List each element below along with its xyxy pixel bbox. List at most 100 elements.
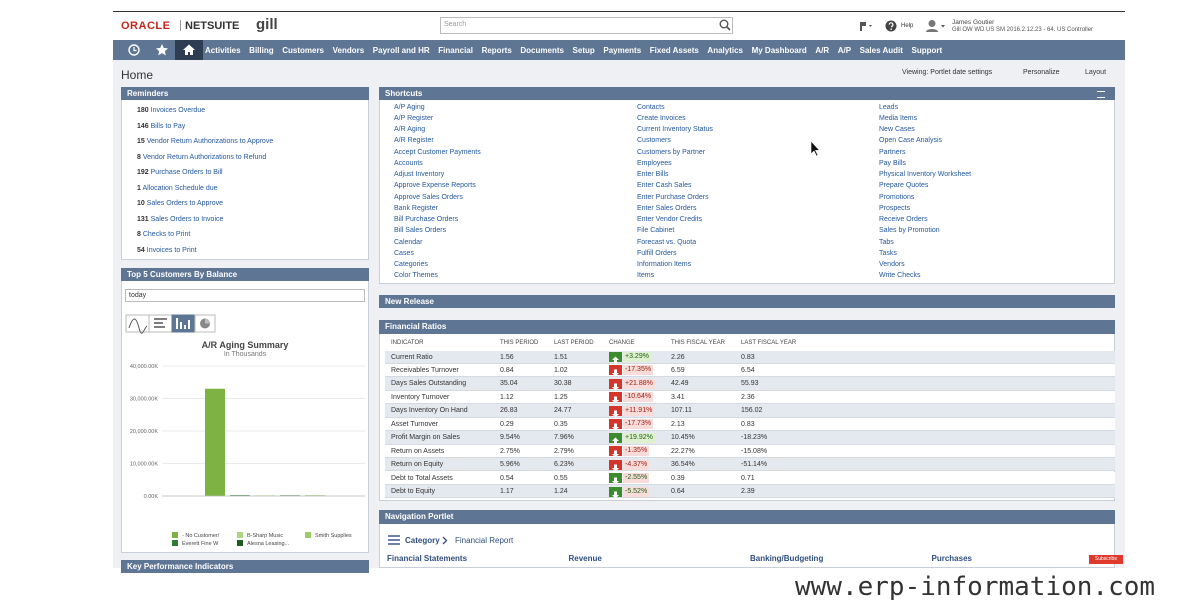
shortcut-link[interactable]: A/P Aging <box>394 103 425 111</box>
reminder-item[interactable]: 8 Vendor Return Authorizations to Refund <box>137 154 266 161</box>
reminders-header: Reminders <box>121 87 369 100</box>
reminder-item[interactable]: 131 Sales Orders to Invoice <box>137 216 223 223</box>
shortcut-link[interactable]: Customers <box>637 137 671 145</box>
shortcut-link[interactable]: Prospects <box>879 204 911 212</box>
reminder-item[interactable]: 192 Purchase Orders to Bill <box>137 169 223 176</box>
nav-item[interactable]: My Dashboard <box>751 45 807 55</box>
nav-item[interactable]: Sales Audit <box>859 45 903 55</box>
shortcut-link[interactable]: Tasks <box>879 249 897 257</box>
shortcut-link[interactable]: Items <box>637 272 655 280</box>
reminder-item[interactable]: 54 Invoices to Print <box>137 247 197 254</box>
shortcut-link[interactable]: A/R Register <box>394 137 434 145</box>
reminder-label: Purchase Orders to Bill <box>150 169 223 176</box>
shortcut-link[interactable]: Bank Register <box>394 204 438 212</box>
shortcut-link[interactable]: Current Inventory Status <box>637 126 713 133</box>
nav-item[interactable]: Financial <box>438 45 473 55</box>
viewing-menu[interactable]: Viewing: Portlet date settings <box>902 69 993 76</box>
shortcut-link[interactable]: New Cases <box>879 126 915 133</box>
shortcut-link[interactable]: Leads <box>879 103 899 111</box>
shortcut-link[interactable]: Customers by Partner <box>637 148 706 156</box>
shortcut-link[interactable]: Approve Sales Orders <box>394 193 463 201</box>
help-icon[interactable] <box>885 20 897 32</box>
shortcut-link[interactable]: Cases <box>394 249 414 257</box>
nav-item[interactable]: A/R <box>815 45 830 55</box>
shortcut-link[interactable]: Accounts <box>394 159 423 167</box>
nav-item[interactable]: Setup <box>572 45 595 55</box>
nav-item[interactable]: Vendors <box>332 45 365 55</box>
shortcut-link[interactable]: Prepare Quotes <box>879 182 929 190</box>
shortcut-link[interactable]: Enter Sales Orders <box>637 204 697 212</box>
shortcut-link[interactable]: Color Themes <box>394 272 438 280</box>
nav-item[interactable]: Payroll and HR <box>372 45 430 55</box>
nav-portlet-column[interactable]: Financial Statements <box>387 554 468 563</box>
shortcut-link[interactable]: Write Checks <box>879 272 921 280</box>
shortcut-link[interactable]: Partners <box>879 148 906 156</box>
shortcut-link[interactable]: Open Case Analysis <box>879 137 943 145</box>
shortcut-link[interactable]: Promotions <box>879 193 915 201</box>
shortcut-link[interactable]: Receive Orders <box>879 216 928 223</box>
nav-portlet-column[interactable]: Purchases <box>931 554 972 563</box>
shortcut-link[interactable]: Tabs <box>879 238 894 246</box>
shortcut-link[interactable]: Bill Sales Orders <box>394 227 447 235</box>
change-value: +19.92% <box>623 432 655 443</box>
search-box[interactable] <box>440 17 733 34</box>
ratio-cell: -18.23% <box>741 434 768 442</box>
shortcut-link[interactable]: A/P Register <box>394 114 434 122</box>
reminder-item[interactable]: 1 Allocation Schedule due <box>137 185 218 192</box>
shortcut-link[interactable]: Employees <box>637 159 672 167</box>
shortcut-link[interactable]: File Cabinet <box>637 227 675 235</box>
nav-item[interactable]: Reports <box>481 45 512 55</box>
nav-item[interactable]: Documents <box>520 45 564 55</box>
shortcut-link[interactable]: Categories <box>394 261 428 268</box>
shortcut-link[interactable]: Sales by Promotion <box>879 227 940 235</box>
shortcut-link[interactable]: Fulfill Orders <box>637 249 677 257</box>
shortcut-link[interactable]: Information Items <box>637 261 692 268</box>
nav-item[interactable]: Fixed Assets <box>649 45 699 55</box>
personalize-menu[interactable]: Personalize <box>1023 69 1060 76</box>
ratio-cell: 0.83 <box>741 420 755 428</box>
shortcut-link[interactable]: Calendar <box>394 238 423 246</box>
period-select[interactable] <box>125 289 365 302</box>
shortcut-link[interactable]: Media Items <box>879 114 918 122</box>
nav-item[interactable]: Payments <box>603 45 642 55</box>
nav-portlet-column[interactable]: Revenue <box>568 554 602 563</box>
shortcut-link[interactable]: Accept Customer Payments <box>394 148 481 156</box>
reminder-item[interactable]: 180 Invoices Overdue <box>137 107 205 114</box>
shortcut-link[interactable]: Enter Purchase Orders <box>637 193 709 201</box>
search-icon[interactable] <box>719 19 731 31</box>
shortcut-icon[interactable] <box>858 20 874 32</box>
reminder-item[interactable]: 146 Bills to Pay <box>137 123 185 130</box>
reminder-item[interactable]: 8 Checks to Print <box>137 231 190 238</box>
user-icon[interactable] <box>925 19 947 33</box>
breadcrumb-category[interactable]: Category <box>405 536 440 545</box>
layout-menu[interactable]: Layout <box>1085 69 1107 76</box>
reminder-item[interactable]: 10 Sales Orders to Approve <box>137 200 223 207</box>
shortcut-link[interactable]: Create Invoices <box>637 114 686 122</box>
shortcut-link[interactable]: A/R Aging <box>394 126 426 133</box>
arrow-glyph <box>612 437 619 445</box>
shortcut-link[interactable]: Enter Vendor Credits <box>637 216 702 223</box>
nav-item[interactable]: Activities <box>205 45 241 55</box>
nav-item[interactable]: Analytics <box>707 45 743 55</box>
nav-item[interactable]: A/P <box>837 45 852 55</box>
shortcut-link[interactable]: Adjust Inventory <box>394 171 445 178</box>
nav-item[interactable]: Customers <box>282 45 325 55</box>
shortcut-link[interactable]: Vendors <box>879 261 905 268</box>
nav-item[interactable]: Support <box>911 45 943 55</box>
ratio-cell: Return on Equity <box>391 461 444 469</box>
shortcut-link[interactable]: Approve Expense Reports <box>394 182 476 190</box>
shortcut-link[interactable]: Physical Inventory Worksheet <box>879 171 972 178</box>
shortcut-link[interactable]: Bill Purchase Orders <box>394 216 459 223</box>
shortcut-link[interactable]: Contacts <box>637 103 665 111</box>
help-label[interactable]: Help <box>901 23 914 29</box>
shortcut-link[interactable]: Enter Bills <box>637 171 669 178</box>
subscribe-button[interactable]: Subscribe <box>1089 555 1123 564</box>
nav-portlet-column[interactable]: Banking/Budgeting <box>750 554 824 563</box>
shortcuts-menu-icon[interactable] <box>1097 91 1105 98</box>
shortcut-link[interactable]: Enter Cash Sales <box>637 182 692 190</box>
breadcrumb-report[interactable]: Financial Report <box>455 536 514 545</box>
shortcut-link[interactable]: Forecast vs. Quota <box>637 238 697 246</box>
nav-item[interactable]: Billing <box>249 45 274 55</box>
reminder-item[interactable]: 15 Vendor Return Authorizations to Appro… <box>137 138 273 145</box>
shortcut-link[interactable]: Pay Bills <box>879 159 906 167</box>
